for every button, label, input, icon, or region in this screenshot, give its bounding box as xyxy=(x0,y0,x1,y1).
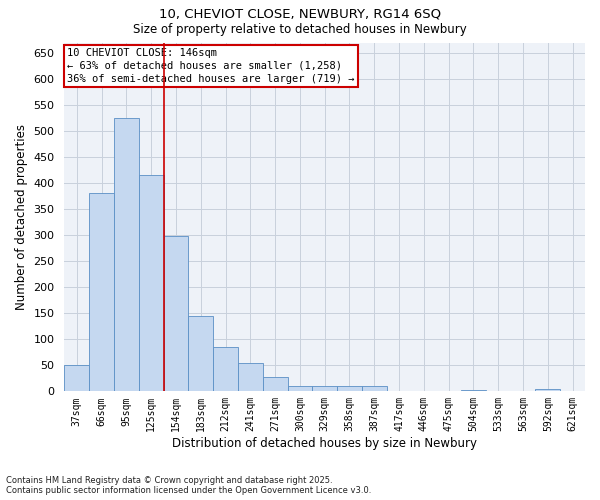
Bar xyxy=(238,362,263,392)
Bar xyxy=(313,386,337,392)
Text: 10, CHEVIOT CLOSE, NEWBURY, RG14 6SQ: 10, CHEVIOT CLOSE, NEWBURY, RG14 6SQ xyxy=(159,8,441,20)
Bar xyxy=(213,347,238,392)
Bar xyxy=(461,390,486,392)
Bar xyxy=(263,377,287,392)
Bar xyxy=(287,386,313,392)
Text: Size of property relative to detached houses in Newbury: Size of property relative to detached ho… xyxy=(133,22,467,36)
Bar xyxy=(139,176,164,392)
Bar xyxy=(337,386,362,392)
Bar xyxy=(89,194,114,392)
Text: Contains HM Land Registry data © Crown copyright and database right 2025.
Contai: Contains HM Land Registry data © Crown c… xyxy=(6,476,371,495)
Bar xyxy=(535,390,560,392)
Bar xyxy=(64,366,89,392)
Bar xyxy=(362,386,386,392)
Text: 10 CHEVIOT CLOSE: 146sqm
← 63% of detached houses are smaller (1,258)
36% of sem: 10 CHEVIOT CLOSE: 146sqm ← 63% of detach… xyxy=(67,48,355,84)
Y-axis label: Number of detached properties: Number of detached properties xyxy=(15,124,28,310)
Bar xyxy=(164,236,188,392)
Bar xyxy=(188,316,213,392)
X-axis label: Distribution of detached houses by size in Newbury: Distribution of detached houses by size … xyxy=(172,437,477,450)
Bar xyxy=(114,118,139,392)
